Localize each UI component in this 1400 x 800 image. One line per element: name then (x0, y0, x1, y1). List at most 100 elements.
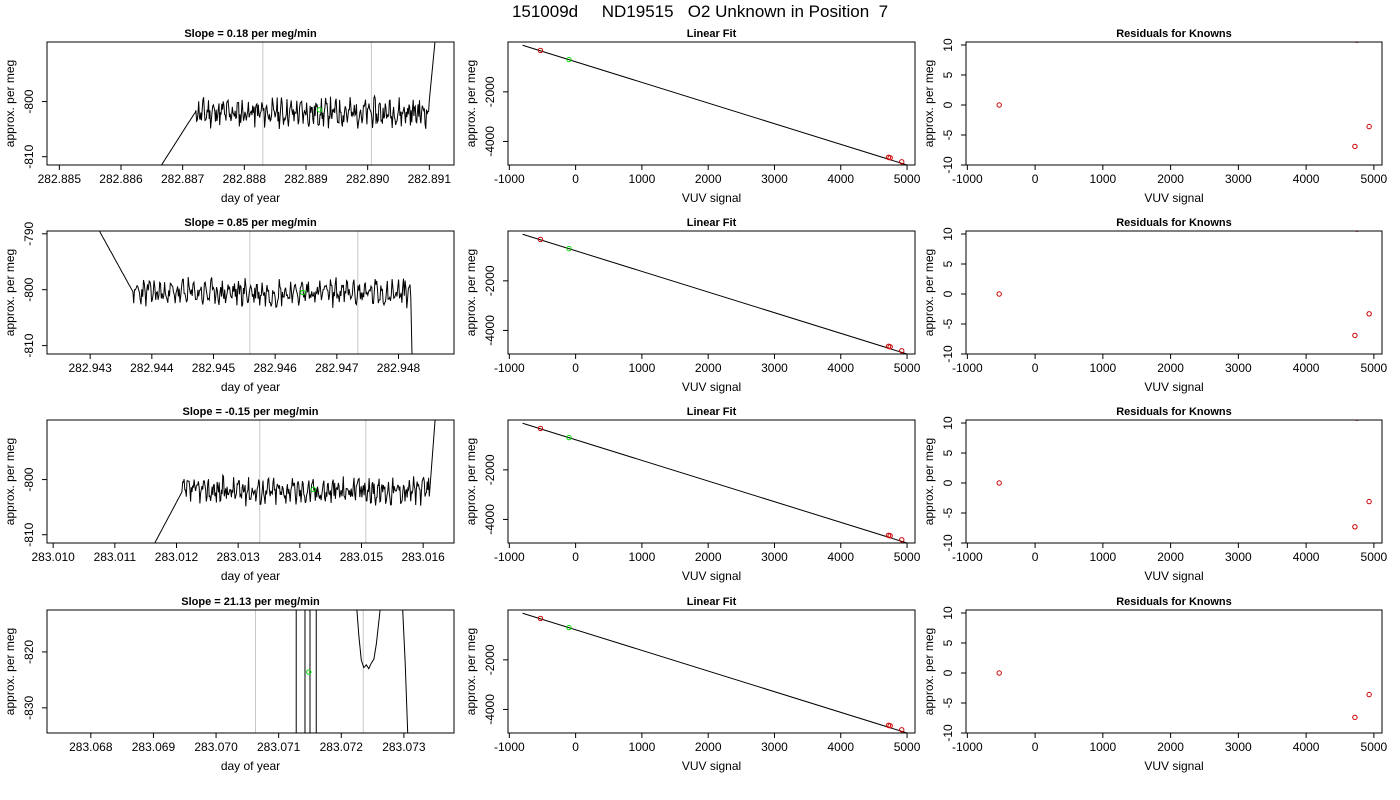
x-tick-label: 4000 (1293, 550, 1320, 564)
x-tick-label: 1000 (1090, 740, 1117, 754)
x-tick-label: 282.888 (223, 172, 267, 186)
y-tick-label: 5 (941, 260, 955, 267)
x-tick-label: 3000 (761, 550, 788, 564)
y-tick-label: -830 (22, 696, 36, 720)
time-series-row-2: Slope = 0.85 per meg/min day of year appro… (3, 217, 455, 394)
x-tick-label: 0 (1032, 172, 1039, 186)
known-point (887, 155, 893, 161)
known-point (537, 615, 544, 622)
x-tick-label: 282.889 (284, 172, 328, 186)
x-tick-label: 282.886 (99, 172, 143, 186)
y-tick-label: -2000 (483, 454, 497, 485)
x-tick-label: 283.012 (155, 550, 199, 564)
x-tick-label: 2000 (1157, 361, 1184, 375)
y-axis-label: approx. per meg (464, 438, 478, 525)
unknown-point (566, 56, 572, 63)
plot-area (996, 231, 1372, 339)
y-tick-label: -810 (22, 333, 36, 357)
plot-area (522, 612, 908, 733)
linear-fit-row-2: Linear Fit VUV signal approx. per meg -1000… (464, 217, 921, 394)
linear-fit-row-3: Linear Fit VUV signal approx. per meg -1000… (464, 406, 921, 583)
x-tick-label: -1000 (494, 550, 525, 564)
x-tick-label: 4000 (1293, 361, 1320, 375)
y-axis-label: approx. per meg (464, 249, 478, 336)
residual-point (1352, 332, 1358, 339)
plot-frame (965, 230, 1383, 355)
x-tick-label: 283.070 (194, 740, 238, 754)
fit-line (522, 233, 908, 354)
x-tick-label: 282.945 (192, 361, 236, 375)
y-tick-label: -10 (941, 156, 955, 174)
x-tick-label: 4000 (827, 361, 854, 375)
x-tick-label: 283.069 (132, 740, 176, 754)
data-trace (98, 231, 413, 354)
y-tick-label: -10 (941, 534, 955, 552)
residual-point (1366, 691, 1372, 698)
plot-area (996, 670, 1372, 721)
x-axis-label: VUV signal (1144, 569, 1203, 583)
x-tick-label: 283.014 (278, 550, 322, 564)
known-point (887, 723, 893, 729)
unknown-point (566, 434, 572, 441)
y-tick-label: -4000 (483, 504, 497, 535)
x-tick-label: 3000 (1225, 172, 1252, 186)
x-tick-label: 5000 (894, 740, 921, 754)
known-point (899, 348, 905, 354)
x-tick-label: 3000 (1225, 361, 1252, 375)
fit-line (522, 422, 908, 543)
plot-area (160, 42, 436, 165)
plot-frame (965, 609, 1383, 734)
figure-title: 151009d ND19515 O2 Unknown in Position 7 (511, 2, 889, 21)
residual-point (1352, 524, 1358, 530)
x-tick-label: -1000 (952, 172, 983, 186)
y-tick-label: -790 (22, 221, 36, 245)
panel-title: Linear Fit (687, 406, 737, 418)
time-series-row-1: Slope = 0.18 per meg/min day of year appro… (3, 28, 455, 205)
x-tick-label: 282.946 (253, 361, 297, 375)
residual-point (996, 291, 1002, 297)
x-axis-label: VUV signal (682, 759, 741, 773)
x-tick-label: 5000 (1361, 172, 1388, 186)
x-tick-label: 283.016 (401, 550, 445, 564)
plot-frame (965, 419, 1383, 544)
x-tick-label: 1000 (1090, 550, 1117, 564)
y-tick-label: -5 (941, 129, 955, 140)
y-tick-label: -810 (22, 144, 36, 168)
plot-area (522, 422, 908, 543)
plot-frame (965, 41, 1383, 166)
x-tick-label: 283.010 (31, 550, 75, 564)
panel-title: Residuals for Knowns (1116, 596, 1232, 608)
residual-point (1366, 498, 1372, 505)
residuals-row-2: Residuals for Knowns VUV signal approx. pe… (922, 217, 1388, 394)
x-tick-label: 2000 (1157, 550, 1184, 564)
plot-area (522, 44, 908, 165)
residuals-row-3: Residuals for Knowns VUV signal approx. pe… (922, 406, 1388, 583)
plot-frame (46, 609, 455, 734)
unknown-marker (306, 669, 312, 675)
y-tick-label: 0 (941, 669, 955, 676)
plot-area (522, 233, 908, 354)
data-trace (160, 42, 436, 165)
x-axis-label: VUV signal (682, 569, 741, 583)
plot-area (996, 42, 1372, 150)
y-tick-label: -10 (941, 345, 955, 363)
x-tick-label: -1000 (952, 361, 983, 375)
y-tick-label: 5 (941, 639, 955, 646)
x-tick-label: 0 (572, 550, 579, 564)
y-tick-label: 0 (941, 290, 955, 297)
x-axis-label: VUV signal (682, 380, 741, 394)
y-tick-label: 10 (941, 606, 955, 620)
plot-area (154, 420, 436, 543)
x-tick-label: -1000 (952, 740, 983, 754)
x-axis-label: day of year (221, 569, 280, 583)
unknown-point (566, 624, 572, 631)
y-axis-label: approx. per meg (464, 628, 478, 715)
x-tick-label: 0 (1032, 361, 1039, 375)
unknown-marker (316, 107, 323, 113)
plot-area (98, 231, 413, 354)
x-tick-label: 4000 (827, 550, 854, 564)
y-tick-label: -4000 (483, 126, 497, 157)
y-axis-label: approx. per meg (922, 249, 936, 336)
plot-frame (46, 41, 455, 166)
